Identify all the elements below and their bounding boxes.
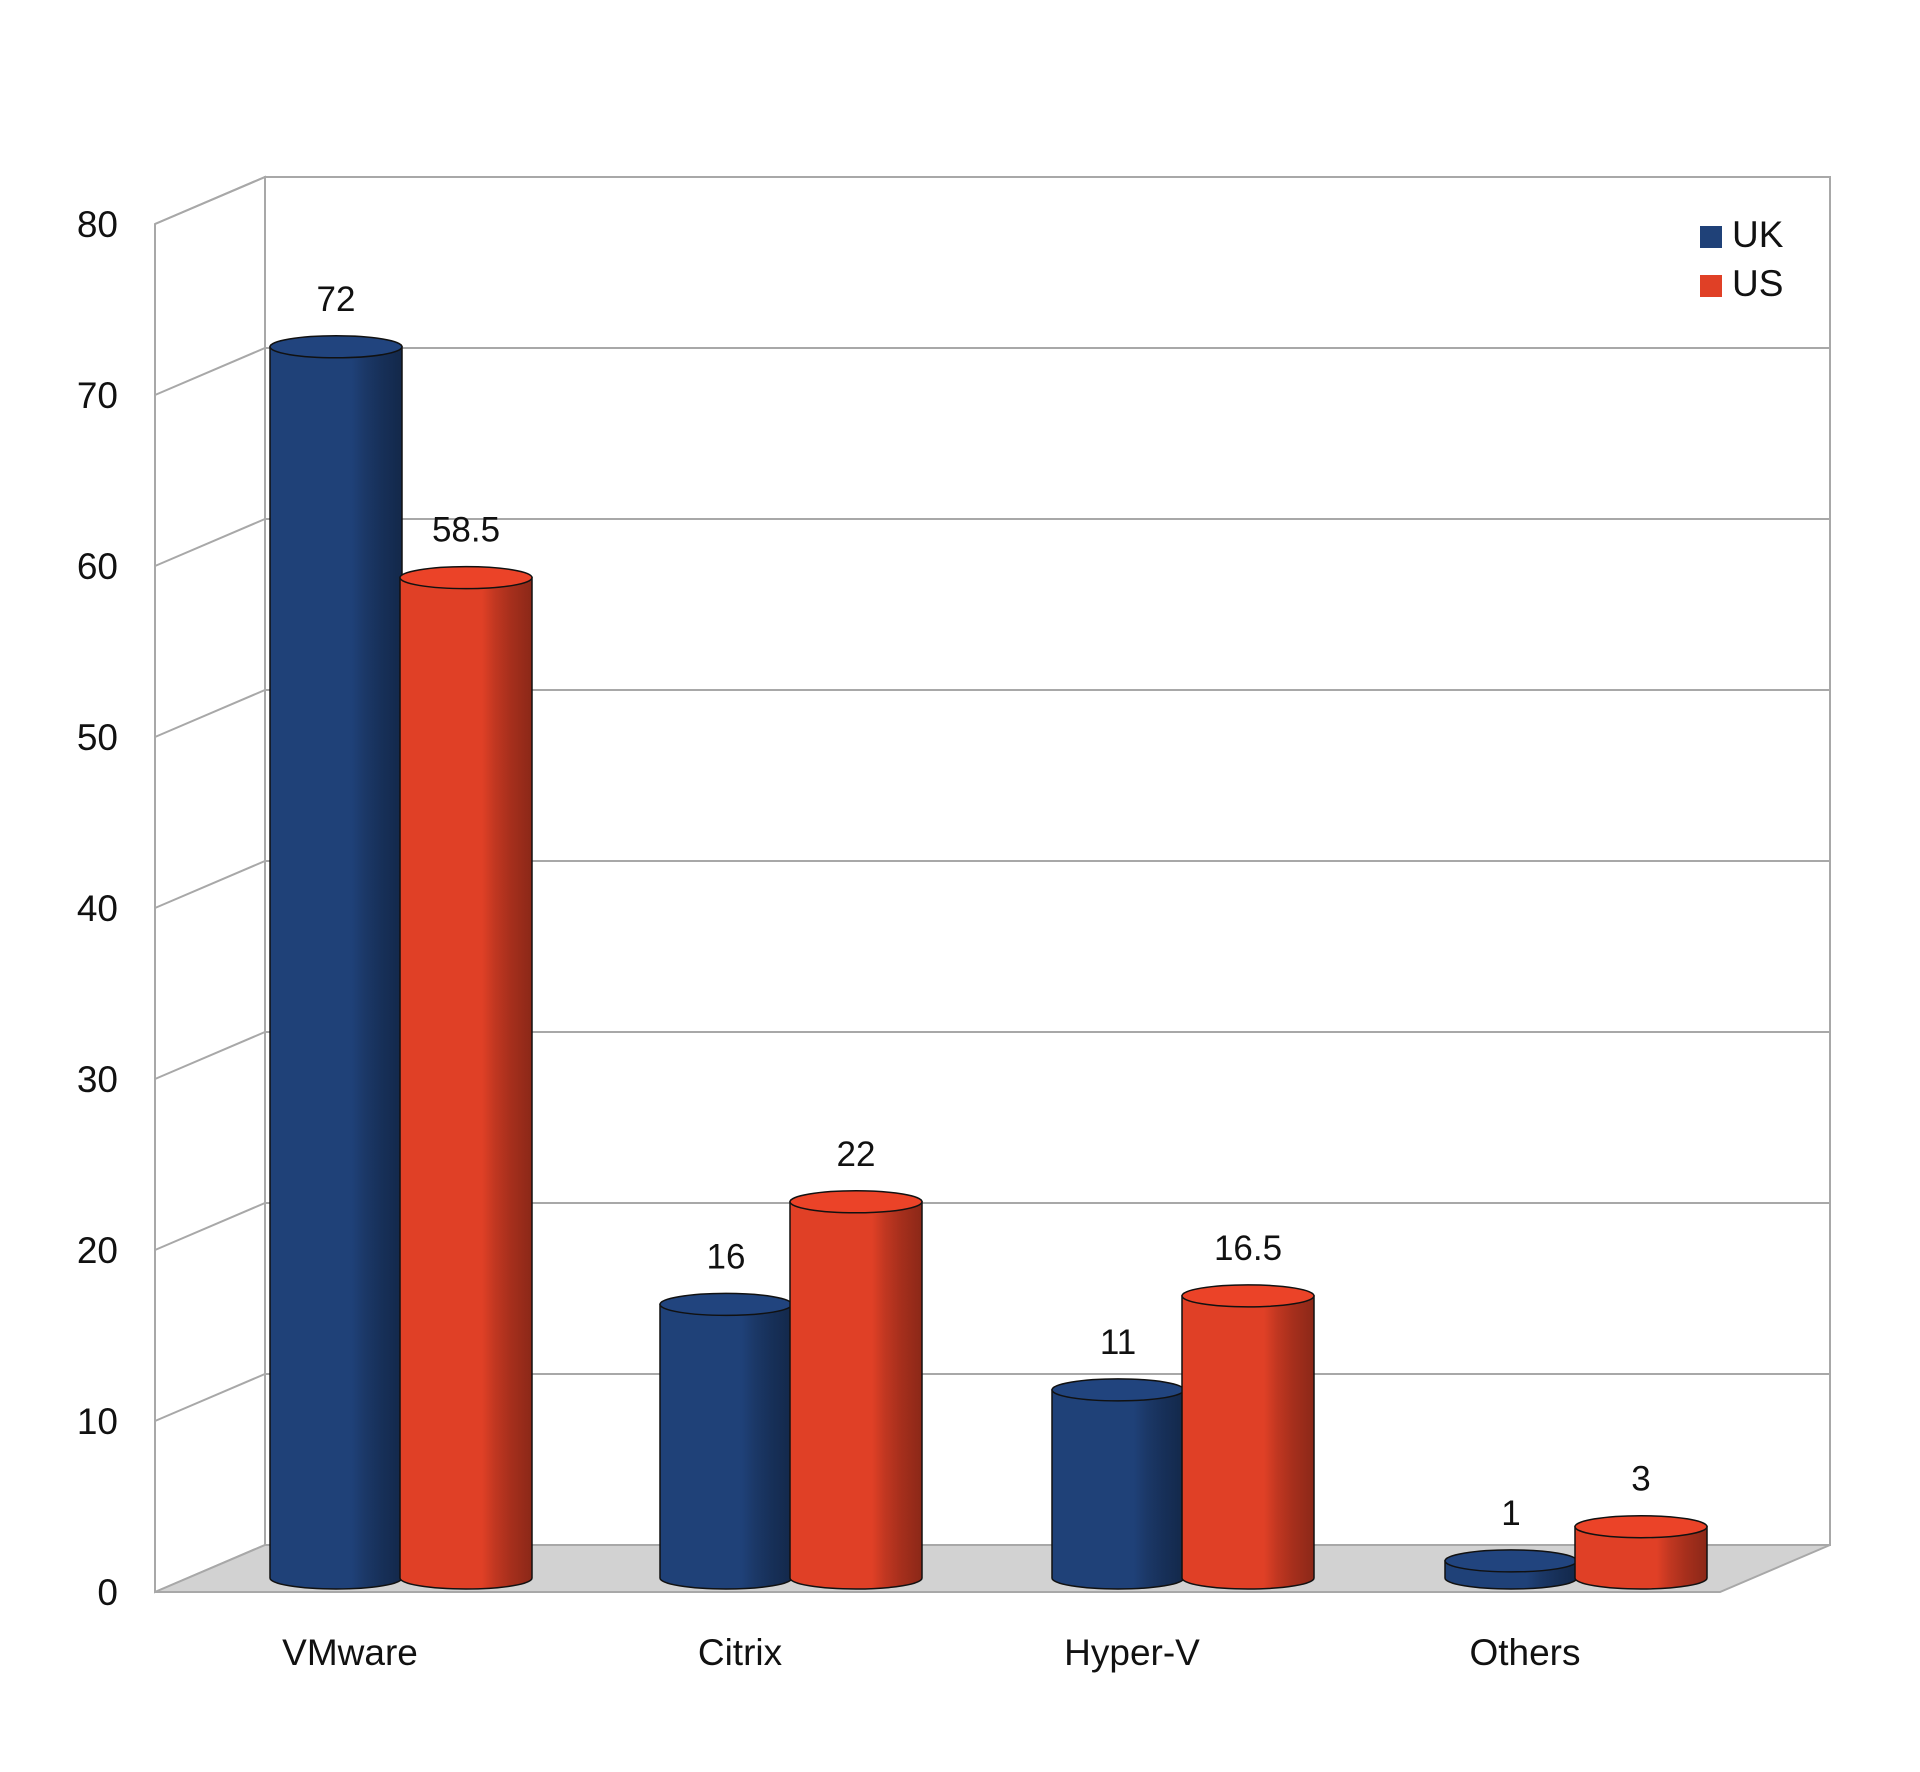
gridline bbox=[154, 347, 1830, 396]
data-labels: 72 58.5 16 22 11 16.5 1 3 bbox=[317, 280, 1651, 1533]
data-label: 3 bbox=[1631, 1460, 1650, 1499]
data-label: 58.5 bbox=[432, 511, 500, 550]
x-tick-label: Others bbox=[1469, 1632, 1580, 1673]
bar-body bbox=[659, 1303, 793, 1590]
y-tick-label: 50 bbox=[77, 717, 118, 758]
bar-top bbox=[659, 1292, 793, 1317]
y-tick-label: 40 bbox=[77, 888, 118, 929]
x-axis-tick-labels: VMware Citrix Hyper-V Others bbox=[282, 1632, 1580, 1673]
bar-top bbox=[1181, 1284, 1315, 1308]
data-label: 11 bbox=[1100, 1323, 1136, 1362]
bar-us-hyper-v bbox=[1181, 1284, 1315, 1590]
data-label: 72 bbox=[317, 280, 356, 319]
bar-body bbox=[1181, 1295, 1315, 1590]
data-label: 22 bbox=[837, 1135, 876, 1174]
bar-top bbox=[269, 335, 403, 359]
data-label: 1 bbox=[1501, 1494, 1520, 1533]
gridline bbox=[154, 860, 1830, 909]
bar-top bbox=[1574, 1514, 1708, 1539]
bar-uk-citrix bbox=[659, 1292, 793, 1590]
y-tick-label: 30 bbox=[77, 1059, 118, 1100]
bar-us-vmware bbox=[399, 565, 533, 1590]
y-axis-tick-labels: 0 10 20 30 40 50 60 70 80 bbox=[77, 204, 118, 1613]
y-tick-label: 20 bbox=[77, 1230, 118, 1271]
gridlines bbox=[154, 176, 1830, 1422]
y-tick-label: 60 bbox=[77, 546, 118, 587]
legend: UK US bbox=[1700, 214, 1784, 304]
gridline bbox=[154, 1031, 1830, 1080]
bar-body bbox=[269, 346, 403, 1590]
gridline bbox=[154, 1202, 1830, 1251]
bar-us-others bbox=[1574, 1514, 1708, 1590]
bar-top bbox=[789, 1190, 923, 1214]
data-label: 16 bbox=[707, 1237, 746, 1276]
gridline bbox=[154, 176, 1830, 225]
bar-us-citrix bbox=[789, 1190, 923, 1590]
bar-series bbox=[269, 335, 1708, 1590]
gridline bbox=[154, 518, 1830, 567]
x-tick-label: Citrix bbox=[698, 1632, 783, 1673]
bar-uk-vmware bbox=[269, 335, 403, 1590]
y-tick-label: 0 bbox=[97, 1572, 118, 1613]
legend-label: US bbox=[1732, 263, 1783, 304]
bar-body bbox=[1051, 1389, 1185, 1590]
x-tick-label: Hyper-V bbox=[1064, 1632, 1200, 1673]
y-tick-label: 70 bbox=[77, 375, 118, 416]
bar-uk-others bbox=[1444, 1549, 1578, 1590]
bar-top bbox=[1051, 1378, 1185, 1402]
bar-body bbox=[399, 576, 533, 1590]
legend-swatch bbox=[1700, 275, 1722, 297]
bar-body bbox=[789, 1201, 923, 1590]
floor bbox=[154, 1544, 1831, 1593]
gridline bbox=[154, 689, 1830, 738]
bar-uk-hyper-v bbox=[1051, 1378, 1185, 1590]
bar-body bbox=[1574, 1525, 1708, 1590]
bar-top bbox=[399, 565, 533, 590]
legend-swatch bbox=[1700, 226, 1722, 248]
data-label: 16.5 bbox=[1214, 1229, 1282, 1268]
x-tick-label: VMware bbox=[282, 1632, 418, 1673]
bar-top bbox=[1444, 1549, 1578, 1573]
legend-label: UK bbox=[1732, 214, 1784, 255]
y-tick-label: 80 bbox=[77, 204, 118, 245]
y-tick-label: 10 bbox=[77, 1401, 118, 1442]
